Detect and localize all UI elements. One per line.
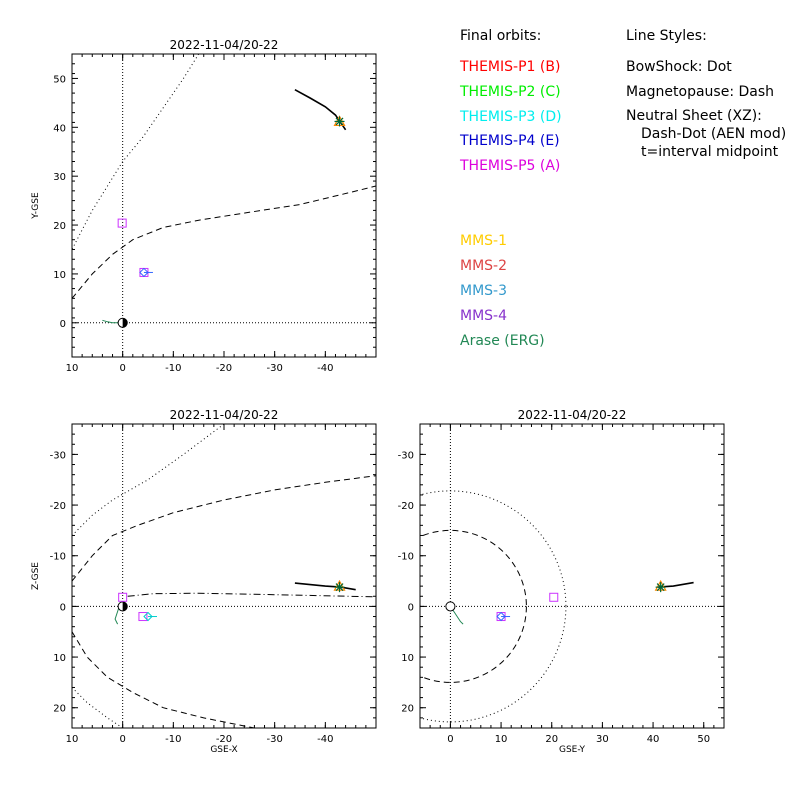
y-tick-label: 40 [53,123,66,134]
neutral-sheet-curve [127,592,376,598]
legend-item-themis-p5: THEMIS-P5 (A) [459,158,560,174]
bowshock-top-curve [72,687,123,728]
y-tick-label: 50 [53,74,66,85]
x-tick-label: -20 [216,734,232,745]
x-tick-label: -10 [165,734,181,745]
x-axis-label: GSE-Y [559,745,586,755]
legend-line-styles: Line Styles: BowShock: Dot Magnetopause:… [626,28,786,160]
y-axis-label: Y-GSE [31,192,41,220]
bowshock-curve [72,54,200,250]
plot-title: 2022-11-04/20-22 [170,38,279,52]
y-tick-label: 0 [60,319,66,330]
y-tick-label: 10 [401,653,414,664]
y-tick-label: -10 [398,552,414,563]
legend-dash-dot-style: Dash-Dot (AEN mod) [641,126,786,142]
x-tick-label: 0 [447,734,453,745]
magnetopause-bottom-curve [72,475,376,582]
themis-p5-a-marker [117,218,127,228]
x-tick-label: -40 [317,734,333,745]
panel-3-content [420,424,724,728]
themis-p3-d-marker [143,611,153,622]
x-tick-label: 0 [119,363,125,374]
x-tick-label: -20 [216,363,232,374]
y-tick-label: 20 [401,704,414,715]
y-tick-label: 10 [53,270,66,281]
themis-p5-a-marker [118,592,128,602]
earth-night-side-icon [122,318,128,328]
y-tick-label: 20 [53,221,66,232]
themis-p3-d-marker [139,267,149,278]
bowshock-bottom-curve [72,424,225,536]
x-tick-label: 10 [66,734,79,745]
plot-title: 2022-11-04/20-22 [518,408,627,422]
x-tick-label: 30 [596,734,609,745]
themis-p5-a-marker [549,592,559,602]
x-tick-label: -40 [317,363,333,374]
legend-item-mms-4: MMS-4 [460,308,507,324]
panel-2-content [72,424,376,728]
y-tick-label: 0 [408,602,414,613]
panel-2: 2022-11-04/20-22 10 0 -10 -20 -30 -40 20 10 0 -10 -… [31,408,377,755]
panel-1: 2022-11-04/20-22 10 0 -10 -20 -30 -40 0 10 20 30 40… [31,38,377,374]
y-tick-label: 30 [53,172,66,183]
x-tick-label: 10 [66,363,79,374]
themis-p4-e-marker [138,612,148,622]
erg-orbit-curve [294,582,356,591]
magnetopause-top-curve [72,631,255,728]
x-tick-label: 0 [119,734,125,745]
y-tick-label: -10 [50,552,66,563]
panel-1-content [72,54,376,357]
y-tick-label: -20 [50,501,66,512]
legend-item-themis-p3: THEMIS-P3 (D) [459,109,562,125]
x-tick-label: 10 [495,734,508,745]
legend-item-mms-3: MMS-3 [460,283,507,299]
legend-line-styles-title: Line Styles: [626,28,707,44]
legend-magnetopause-style: Magnetopause: Dash [626,84,774,100]
legend-item-themis-p2: THEMIS-P2 (C) [459,84,561,100]
x-tick-label: -30 [266,734,282,745]
magnetopause-curve [72,185,376,299]
earth-night-side-icon [122,601,128,611]
x-axis-label: GSE-X [210,745,237,755]
plot-frame [71,423,377,729]
legend-final-orbits: Final orbits: THEMIS-P1 (B) THEMIS-P2 (C… [459,28,562,349]
earth-icon [445,601,456,612]
plot-frame [71,53,377,358]
x-tick-label: -10 [165,363,181,374]
legend-final-orbits-title: Final orbits: [460,28,541,44]
x-tick-label: 20 [545,734,558,745]
y-tick-label: 20 [53,704,66,715]
plot-frame [419,423,725,729]
legend-item-themis-p4: THEMIS-P4 (E) [459,133,560,149]
arase-erg-marker [335,583,344,592]
legend-item-mms-2: MMS-2 [460,258,507,274]
legend-neutral-sheet-style: Neutral Sheet (XZ): [626,108,762,124]
arase-erg-marker [335,117,344,126]
legend-item-themis-p1: THEMIS-P1 (B) [459,59,560,75]
y-tick-label: 0 [60,602,66,613]
themis-p3-d-marker [496,611,506,622]
x-tick-label: 40 [647,734,660,745]
legend-time-note: t=interval midpoint [641,144,779,160]
plot-area: 2022-11-04/20-22 10 0 -10 -20 -30 -40 0 10 20 30 40… [31,38,725,755]
panel-3: 2022-11-04/20-22 0 10 20 30 40 50 20 10 0 -10 -20 -3… [398,408,725,755]
plot-title: 2022-11-04/20-22 [170,408,279,422]
y-tick-label: -30 [50,450,66,461]
legend-bowshock-style: BowShock: Dot [626,59,732,75]
bowshock-circle [420,490,567,723]
y-axis-label: Z-GSE [31,562,41,590]
x-tick-label: 50 [697,734,710,745]
y-tick-label: 10 [53,653,66,664]
legend-item-mms-1: MMS-1 [460,233,507,249]
x-tick-label: -30 [266,363,282,374]
y-tick-label: -30 [398,450,414,461]
y-tick-label: -20 [398,501,414,512]
magnetopause-circle [420,529,527,683]
legend-item-arase: Arase (ERG) [460,333,545,349]
arase-erg-marker [656,583,665,592]
